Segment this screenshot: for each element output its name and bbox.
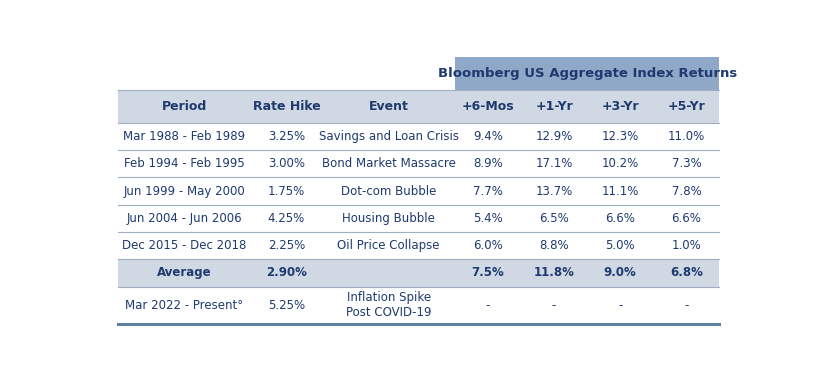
Text: Oil Price Collapse: Oil Price Collapse: [337, 239, 440, 252]
Text: -: -: [618, 299, 623, 312]
Text: 9.4%: 9.4%: [473, 130, 502, 143]
Text: Jun 1999 - May 2000: Jun 1999 - May 2000: [123, 185, 245, 198]
Text: 2.25%: 2.25%: [268, 239, 305, 252]
Text: 7.5%: 7.5%: [471, 267, 504, 279]
Text: -: -: [684, 299, 689, 312]
Text: 13.7%: 13.7%: [535, 185, 573, 198]
Text: 5.25%: 5.25%: [268, 299, 305, 312]
Text: 12.9%: 12.9%: [535, 130, 573, 143]
Bar: [118, 90, 720, 123]
Text: 4.25%: 4.25%: [268, 212, 305, 225]
Text: +5-Yr: +5-Yr: [667, 100, 705, 113]
Text: 11.1%: 11.1%: [601, 185, 639, 198]
Text: 8.8%: 8.8%: [539, 239, 569, 252]
Text: 9.0%: 9.0%: [604, 267, 636, 279]
Text: Bloomberg US Aggregate Index Returns: Bloomberg US Aggregate Index Returns: [438, 67, 737, 80]
Text: 2.90%: 2.90%: [266, 267, 307, 279]
Text: -: -: [551, 299, 556, 312]
Text: 1.75%: 1.75%: [268, 185, 305, 198]
Text: 3.00%: 3.00%: [268, 157, 305, 170]
Text: 1.0%: 1.0%: [672, 239, 701, 252]
Text: 6.8%: 6.8%: [670, 267, 703, 279]
Text: 3.25%: 3.25%: [268, 130, 305, 143]
Text: +1-Yr: +1-Yr: [535, 100, 573, 113]
Text: 8.9%: 8.9%: [473, 157, 502, 170]
Text: 6.0%: 6.0%: [473, 239, 502, 252]
Text: Period: Period: [162, 100, 207, 113]
Text: 10.2%: 10.2%: [601, 157, 639, 170]
Text: Event: Event: [368, 100, 408, 113]
Bar: [455, 57, 720, 90]
Text: 12.3%: 12.3%: [601, 130, 639, 143]
Text: 11.0%: 11.0%: [667, 130, 705, 143]
Text: Savings and Loan Crisis: Savings and Loan Crisis: [319, 130, 458, 143]
Text: 6.5%: 6.5%: [539, 212, 569, 225]
Text: +3-Yr: +3-Yr: [601, 100, 639, 113]
Text: Inflation Spike
Post COVID-19: Inflation Spike Post COVID-19: [346, 291, 431, 319]
Text: 7.3%: 7.3%: [672, 157, 701, 170]
Text: Dec 2015 - Dec 2018: Dec 2015 - Dec 2018: [122, 239, 246, 252]
Text: 7.8%: 7.8%: [672, 185, 701, 198]
Text: Feb 1994 - Feb 1995: Feb 1994 - Feb 1995: [123, 157, 244, 170]
Text: +6-Mos: +6-Mos: [462, 100, 514, 113]
Text: Jun 2004 - Jun 2006: Jun 2004 - Jun 2006: [127, 212, 242, 225]
Text: Housing Bubble: Housing Bubble: [342, 212, 435, 225]
Text: 7.7%: 7.7%: [473, 185, 502, 198]
Text: 5.0%: 5.0%: [605, 239, 635, 252]
Text: 5.4%: 5.4%: [473, 212, 502, 225]
Text: -: -: [485, 299, 490, 312]
Text: 6.6%: 6.6%: [605, 212, 635, 225]
Text: 17.1%: 17.1%: [535, 157, 573, 170]
Text: Rate Hike: Rate Hike: [252, 100, 320, 113]
Text: 6.6%: 6.6%: [672, 212, 701, 225]
Text: Dot-com Bubble: Dot-com Bubble: [341, 185, 436, 198]
Bar: [118, 259, 720, 287]
Text: 11.8%: 11.8%: [534, 267, 574, 279]
Text: Bond Market Massacre: Bond Market Massacre: [322, 157, 456, 170]
Text: Average: Average: [157, 267, 212, 279]
Text: Mar 1988 - Feb 1989: Mar 1988 - Feb 1989: [123, 130, 245, 143]
Text: Mar 2022 - Present°: Mar 2022 - Present°: [125, 299, 243, 312]
